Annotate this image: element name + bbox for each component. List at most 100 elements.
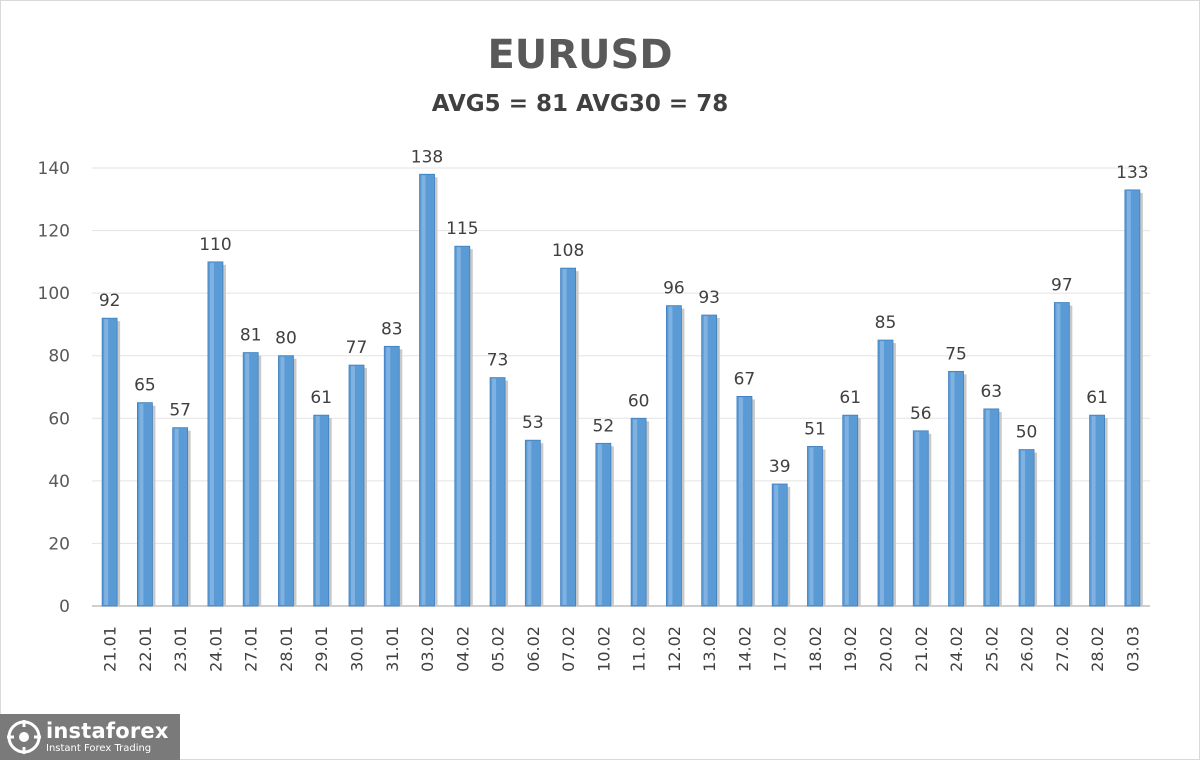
x-tick-label: 11.02 [630,626,649,672]
bar-highlight [633,419,638,605]
x-tick-label: 22.01 [136,626,155,672]
data-label: 108 [552,241,584,261]
x-tick-label: 28.02 [1088,626,1107,672]
x-tick-label: 23.01 [171,626,190,672]
data-label: 81 [240,326,262,346]
x-tick-label: 03.02 [418,626,437,672]
data-label: 83 [381,319,403,339]
bar-highlight [386,347,391,605]
y-tick-label: 60 [48,409,70,429]
bar-highlight [950,372,955,605]
data-label: 67 [734,369,756,389]
data-label: 65 [134,376,156,396]
x-tick-label: 20.02 [877,626,896,672]
bar-highlight [104,319,109,605]
logo-tagline: Instant Forex Trading [46,742,152,754]
bar-highlight [844,416,849,605]
x-tick-label: 12.02 [665,626,684,672]
x-tick-label: 31.01 [383,626,402,672]
y-tick-label: 80 [48,347,70,367]
x-tick-label: 21.02 [912,626,931,672]
logo-name: instaforex [46,718,169,743]
bar-highlight [421,175,426,605]
bar-highlight [315,416,320,605]
y-axis-ticks: 0 20 40 60 80 100 120 140 [38,159,70,617]
x-tick-label: 03.03 [1123,626,1142,672]
data-label: 61 [1086,388,1108,408]
bar-highlight [139,403,144,605]
bar-highlight [209,262,214,605]
y-tick-label: 40 [48,472,70,492]
gridlines [92,167,1150,607]
x-tick-label: 19.02 [841,626,860,672]
bar-highlight [280,356,285,605]
bar-highlight [562,269,567,605]
instaforex-logo-icon [6,719,42,755]
bar-highlight [774,484,779,605]
data-labels: 92 65 57 110 81 80 61 77 83 138 115 73 53 108 52 60 96 93… [99,147,1149,477]
x-tick-label: 06.02 [524,626,543,672]
data-label: 92 [99,291,121,311]
x-tick-label: 13.02 [700,626,719,672]
bar-highlight [738,397,743,605]
data-label: 115 [446,219,478,239]
data-label: 85 [875,313,897,333]
bar-highlight [809,447,814,605]
x-tick-label: 30.01 [348,626,367,672]
x-tick-label: 07.02 [559,626,578,672]
data-label: 138 [411,147,443,167]
x-tick-label: 25.02 [982,626,1001,672]
data-label: 53 [522,413,544,433]
bar-highlight [1091,416,1096,605]
data-label: 56 [910,404,932,424]
data-label: 73 [487,351,509,371]
bar-highlight [245,353,250,605]
bar-highlight [527,441,532,605]
data-label: 60 [628,391,650,411]
x-tick-label: 26.02 [1018,626,1037,672]
x-tick-label: 24.02 [947,626,966,672]
x-tick-label: 10.02 [594,626,613,672]
x-tick-label: 04.02 [453,626,472,672]
data-label: 61 [839,388,861,408]
y-tick-label: 100 [38,284,70,304]
bar-highlight [985,409,990,605]
data-label: 57 [169,401,191,421]
data-label: 77 [346,338,368,358]
y-tick-label: 120 [38,222,70,242]
bar-highlight [351,366,355,605]
bar-highlight [1126,190,1131,605]
x-tick-label: 14.02 [735,626,754,672]
data-label: 96 [663,279,685,299]
data-label: 52 [593,416,615,436]
data-label: 39 [769,457,791,477]
x-tick-label: 28.01 [277,626,296,672]
bar-highlight [915,431,920,605]
x-tick-label: 21.01 [101,626,120,672]
data-label: 133 [1116,163,1148,183]
data-label: 75 [945,344,967,364]
x-tick-label: 29.01 [312,626,331,672]
bars [101,173,1143,607]
x-axis-labels: 21.01 22.01 23.01 24.01 27.01 28.01 29.01 30.01… [101,626,1143,672]
y-tick-label: 0 [59,597,70,617]
bar-highlight [668,306,673,605]
data-label: 110 [199,235,231,255]
bar-highlight [174,428,179,605]
x-tick-label: 05.02 [489,626,508,672]
data-label: 97 [1051,276,1073,296]
x-tick-label: 18.02 [806,626,825,672]
y-tick-label: 20 [48,534,70,554]
data-label: 80 [275,329,297,349]
data-label: 93 [698,288,720,308]
data-label: 61 [310,388,332,408]
bar-highlight [597,444,602,605]
x-tick-label: 27.01 [242,626,261,672]
bar-highlight [880,341,884,605]
bar-highlight [492,378,497,605]
x-tick-label: 17.02 [771,626,790,672]
data-label: 63 [980,382,1002,402]
bar-highlight [1056,303,1061,605]
